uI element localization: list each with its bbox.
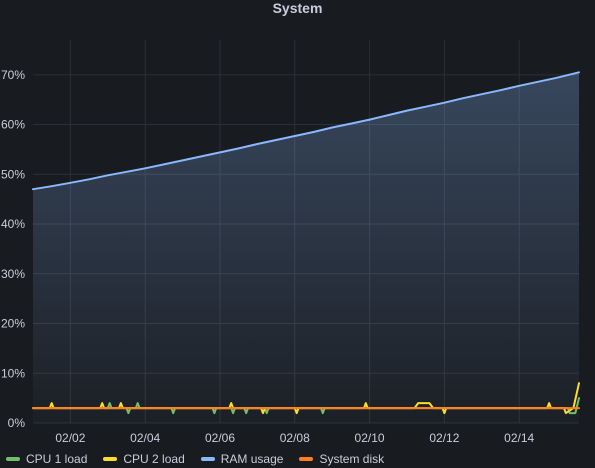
y-tick-label: 0% <box>8 416 26 430</box>
y-tick-label: 30% <box>1 267 25 281</box>
x-tick-label: 02/02 <box>55 431 85 445</box>
legend-item-ram-usage[interactable]: RAM usage <box>200 452 284 466</box>
y-axis-ticks: 0% 10% 20% 30% 40% 50% 60% 70% <box>1 68 25 430</box>
y-tick-label: 60% <box>1 118 25 132</box>
series-line-ram-usage[interactable] <box>32 71 580 191</box>
x-tick-label: 02/10 <box>355 431 385 445</box>
legend-swatch <box>200 457 215 461</box>
legend: CPU 1 load CPU 2 load RAM usage System disk <box>6 451 384 467</box>
x-tick-label: 02/12 <box>429 431 459 445</box>
legend-label: CPU 1 load <box>26 452 88 466</box>
legend-swatch <box>6 457 20 461</box>
y-tick-label: 50% <box>1 167 25 181</box>
legend-item-system-disk[interactable]: System disk <box>299 452 384 466</box>
legend-label: CPU 2 load <box>123 452 185 466</box>
series-layer <box>32 71 580 424</box>
x-tick-label: 02/04 <box>130 431 160 445</box>
y-tick-label: 40% <box>1 217 25 231</box>
y-tick-label: 10% <box>1 366 25 380</box>
legend-label: RAM usage <box>220 452 284 466</box>
x-tick-label: 02/14 <box>504 431 534 445</box>
x-tick-label: 02/08 <box>280 431 310 445</box>
legend-item-cpu-1-load[interactable]: CPU 1 load <box>6 452 87 466</box>
legend-label: System disk <box>319 452 385 466</box>
y-tick-label: 20% <box>1 317 25 331</box>
legend-swatch <box>299 457 314 461</box>
panel-title[interactable]: System <box>272 0 323 16</box>
x-axis-ticks: 02/02 02/04 02/06 02/08 02/10 02/12 02/14 <box>55 431 534 445</box>
x-tick-label: 02/06 <box>205 431 235 445</box>
series-area-ram-usage <box>33 72 579 424</box>
legend-item-cpu-2-load[interactable]: CPU 2 load <box>103 452 185 466</box>
y-tick-label: 70% <box>1 68 25 82</box>
legend-swatch <box>103 457 118 461</box>
